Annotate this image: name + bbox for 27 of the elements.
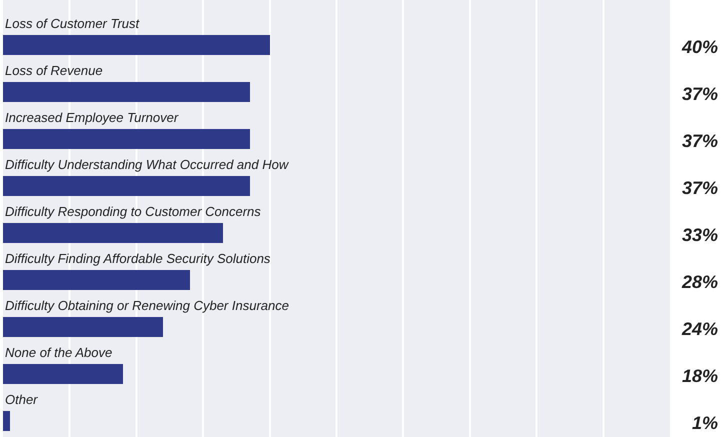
y-tick-label: Loss of Revenue (5, 63, 103, 78)
data-label: 37% (682, 84, 718, 104)
y-tick-label: Difficulty Finding Affordable Security Solutions (5, 251, 271, 266)
bar (3, 411, 10, 431)
y-tick-label: Difficulty Responding to Customer Concerns (5, 204, 262, 219)
y-tick-label: Other (5, 392, 38, 407)
data-label: 18% (682, 366, 718, 386)
bar (3, 223, 223, 243)
y-tick-label: Difficulty Obtaining or Renewing Cyber Insurance (5, 298, 289, 313)
bar (3, 82, 250, 102)
y-tick-label: Increased Employee Turnover (5, 110, 179, 125)
bar (3, 364, 123, 384)
bar (3, 270, 190, 290)
bar (3, 129, 250, 149)
data-label: 1% (692, 413, 718, 433)
data-label: 28% (681, 272, 718, 292)
y-tick-label: Difficulty Understanding What Occurred and How (5, 157, 290, 172)
y-tick-label: Loss of Customer Trust (5, 16, 141, 31)
data-label: 37% (682, 131, 718, 151)
bar (3, 317, 163, 337)
bar (3, 35, 270, 55)
data-label: 37% (682, 178, 718, 198)
bar (3, 176, 250, 196)
data-label: 33% (682, 225, 718, 245)
data-label: 40% (681, 37, 718, 57)
data-label: 24% (681, 319, 718, 339)
y-tick-label: None of the Above (5, 345, 112, 360)
